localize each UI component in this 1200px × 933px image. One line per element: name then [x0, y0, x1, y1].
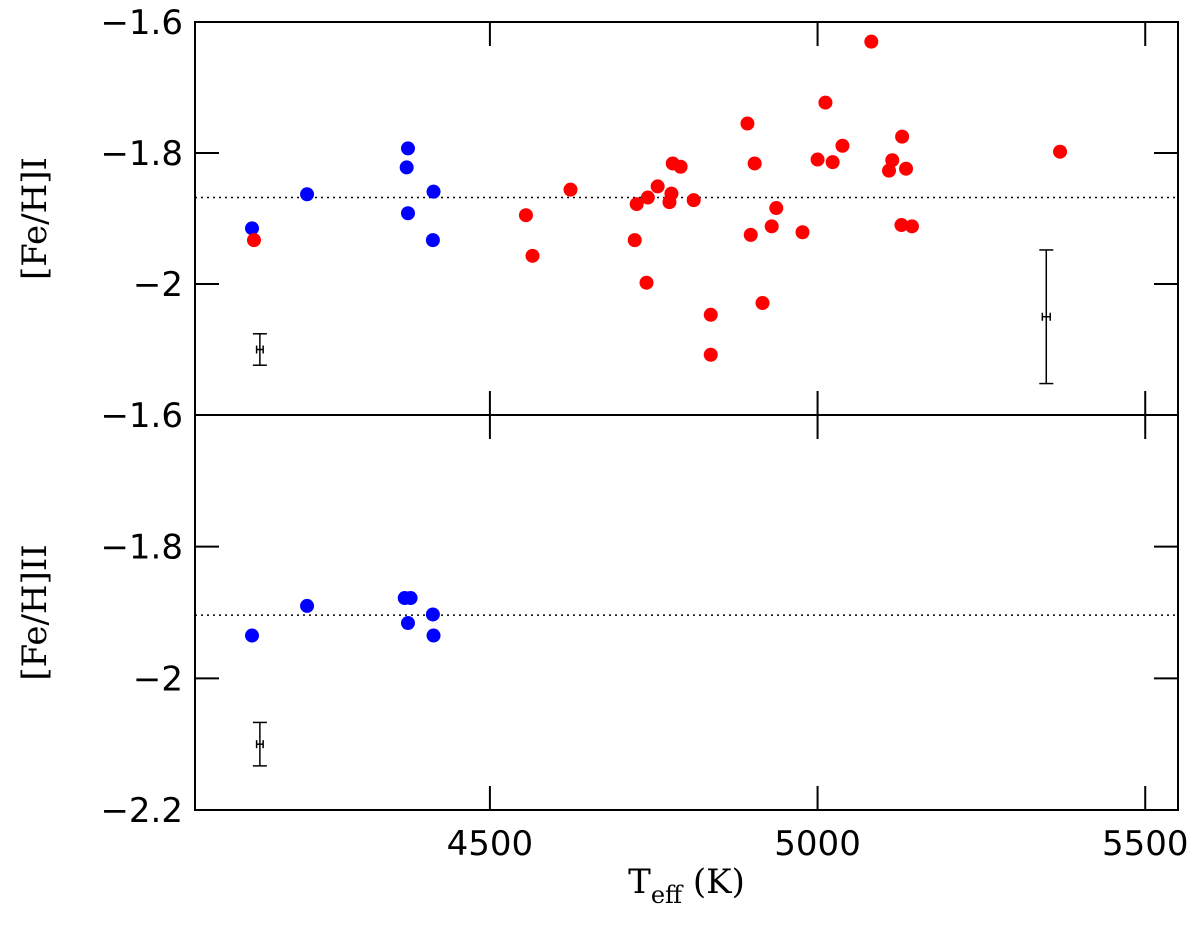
data-point [686, 193, 701, 208]
y-tick-label: −1.8 [100, 134, 183, 174]
x-axis-label-part: T [628, 862, 651, 902]
data-point [885, 153, 900, 168]
data-point [755, 295, 770, 310]
error-bar [252, 721, 267, 767]
data-point [769, 201, 784, 216]
data-point [525, 248, 540, 263]
x-axis-label: Teff (K) [628, 862, 745, 909]
data-point [518, 208, 533, 223]
data-point [400, 616, 415, 631]
data-point [425, 607, 440, 622]
data-point [818, 95, 833, 110]
data-point [764, 219, 779, 234]
data-point [400, 141, 415, 156]
data-point [629, 197, 644, 212]
y-tick-label: −2 [133, 659, 183, 699]
y-tick-label: −1.8 [100, 528, 183, 568]
data-point [899, 161, 914, 176]
data-point [703, 347, 718, 362]
data-point [673, 159, 688, 174]
data-point [825, 155, 840, 170]
plot-frame [194, 414, 1179, 811]
data-point [894, 218, 909, 233]
y-axis-label: [Fe/H]II [15, 544, 55, 680]
data-point [640, 190, 655, 205]
data-point [795, 225, 810, 240]
data-point [835, 138, 850, 153]
data-point [664, 186, 679, 201]
y-tick-label: −1.6 [100, 396, 183, 436]
y-tick-label: −2 [133, 265, 183, 305]
data-point [747, 156, 762, 171]
y-tick-label: −2.2 [100, 791, 183, 831]
x-axis-label-part: (K) [682, 862, 745, 902]
data-point [300, 187, 315, 202]
data-point [403, 591, 418, 606]
x-tick-label: 4500 [447, 824, 534, 864]
data-point [810, 152, 825, 167]
data-point [399, 160, 414, 175]
x-tick-label: 5000 [774, 824, 861, 864]
data-point [864, 34, 879, 49]
data-point [627, 233, 642, 248]
error-bar [1039, 249, 1054, 385]
data-point [426, 628, 441, 643]
data-point [650, 179, 665, 194]
data-point [400, 206, 415, 221]
data-point [245, 221, 260, 236]
data-point [246, 233, 261, 248]
data-point [743, 227, 758, 242]
data-point [245, 628, 260, 643]
data-point [904, 219, 919, 234]
data-point [300, 598, 315, 613]
data-point [895, 129, 910, 144]
plot-frame [194, 21, 1179, 416]
data-point [740, 116, 755, 131]
data-point [563, 182, 578, 197]
data-point [703, 307, 718, 322]
data-point [639, 275, 654, 290]
y-tick-label: −1.6 [100, 3, 183, 43]
data-point [426, 184, 441, 199]
x-axis-label-sub: eff [651, 881, 684, 909]
data-point [425, 233, 440, 248]
error-bar [252, 333, 267, 366]
data-point [1053, 144, 1068, 159]
x-tick-label: 5500 [1102, 824, 1189, 864]
y-axis-label: [Fe/H]I [15, 157, 55, 280]
